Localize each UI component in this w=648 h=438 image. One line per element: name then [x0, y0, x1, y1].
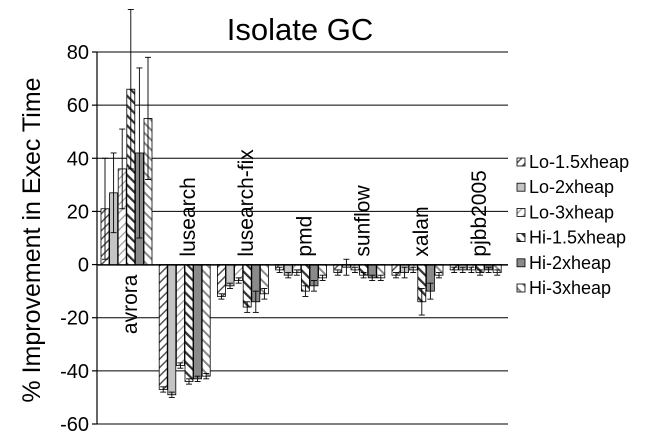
legend-swatch	[516, 182, 526, 192]
bar-lusearch-Lo-2xheap	[167, 264, 177, 396]
bar-lusearch-fix-Lo-1.5xheap	[216, 264, 226, 297]
y-tick-label: 0	[78, 255, 89, 277]
legend-label: Hi-1.5xheap	[529, 228, 626, 248]
category-label-xalan: xalan	[410, 206, 433, 256]
category-label-sunflow: sunflow	[352, 185, 375, 257]
y-tick-label: 20	[67, 201, 89, 223]
bar-lusearch-fix-Lo-2xheap	[225, 264, 235, 287]
legend-label: Hi-3xheap	[529, 278, 611, 298]
category-label-lusearch: lusearch	[177, 177, 200, 256]
bar-lusearch-Lo-3xheap	[175, 264, 185, 366]
y-tick-label: 40	[67, 148, 89, 170]
legend-label: Lo-2xheap	[529, 177, 614, 197]
legend-label: Lo-1.5xheap	[529, 152, 629, 172]
category-label-pjbb2005: pjbb2005	[468, 170, 491, 256]
category-label-avrora: avrora	[119, 274, 142, 334]
bar-lusearch-Hi-3xheap	[201, 264, 211, 377]
y-tick-label: -20	[60, 308, 89, 330]
bar-lusearch-Hi-1.5xheap	[184, 264, 194, 382]
y-axis-label: % Improvement in Exec Time	[18, 77, 46, 402]
y-tick-label: 80	[67, 42, 89, 64]
category-label-pmd: pmd	[293, 216, 316, 257]
bar-lusearch-Lo-1.5xheap	[158, 264, 168, 390]
bar-lusearch-Hi-2xheap	[193, 264, 203, 380]
legend-label: Lo-3xheap	[529, 202, 614, 222]
legend-swatch	[516, 207, 526, 217]
legend-swatch	[516, 283, 526, 293]
y-tick-label: -60	[60, 414, 89, 436]
legend-swatch	[516, 258, 526, 268]
legend: Lo-1.5xheap Lo-2xheap Lo-3xheap Hi-1.5xheap…	[516, 152, 629, 298]
legend-label: Hi-2xheap	[529, 253, 611, 273]
error-bars	[102, 9, 501, 398]
legend-swatch	[516, 233, 526, 243]
y-tick-label: -40	[60, 361, 89, 383]
category-labels: avrora lusearch lusearch-fix pmd sunflow xala…	[119, 149, 491, 334]
legend-swatch	[516, 157, 526, 167]
bar-lusearch-fix-Hi-1.5xheap	[242, 264, 252, 308]
y-tick-label: 60	[67, 95, 89, 117]
y-axis-ticks: 80 60 40 20 0 -20 -40 -60	[60, 42, 97, 436]
chart-title: Isolate GC	[227, 12, 373, 47]
category-label-lusearch-fix: lusearch-fix	[235, 149, 258, 257]
